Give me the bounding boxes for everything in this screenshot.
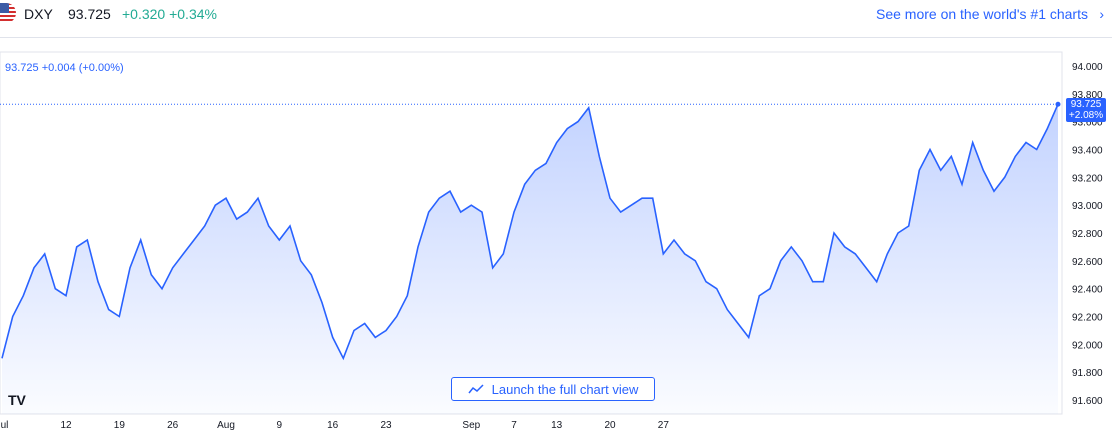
y-tick-label: 93.200	[1072, 173, 1103, 184]
y-tick-label: 94.000	[1072, 62, 1103, 73]
header-divider	[0, 37, 1112, 38]
chevron-right-icon[interactable]: ›	[1099, 6, 1104, 22]
symbol-name[interactable]: DXY	[24, 6, 53, 22]
x-tick-label: 13	[551, 420, 563, 431]
y-tick-label: 91.600	[1072, 396, 1103, 407]
chart-legend: 93.725 +0.004 (+0.00%)	[5, 62, 124, 74]
y-tick-label: 92.600	[1072, 257, 1103, 268]
x-tick-label: 16	[327, 420, 339, 431]
x-tick-label: 20	[604, 420, 616, 431]
x-tick-label: 12	[60, 420, 72, 431]
current-price-tag: 93.725 +2.08%	[1066, 98, 1106, 123]
symbol-change: +0.320 +0.34%	[122, 6, 217, 22]
x-tick-label: Sep	[462, 420, 480, 431]
x-tick-label: 26	[167, 420, 179, 431]
price-tag-value: 93.725	[1070, 99, 1102, 111]
y-tick-label: 92.400	[1072, 285, 1103, 296]
tradingview-logo: TV	[8, 392, 26, 408]
last-point-marker	[1055, 101, 1061, 107]
x-tick-label: Jul	[0, 420, 8, 431]
x-tick-label: 19	[114, 420, 126, 431]
symbol-header: DXY 93.725 +0.320 +0.34% See more on the…	[0, 0, 1112, 32]
launch-label: Launch the full chart view	[491, 381, 639, 397]
y-tick-label: 91.800	[1072, 368, 1103, 379]
chart-line-icon	[468, 384, 484, 394]
price-tag-pct: +2.08%	[1068, 110, 1104, 122]
y-tick-label: 93.400	[1072, 145, 1103, 156]
y-tick-label: 93.600	[1072, 118, 1103, 129]
see-more-link[interactable]: See more on the world's #1 charts	[875, 6, 1088, 22]
x-tick-label: 9	[277, 420, 283, 431]
x-tick-label: 23	[380, 420, 392, 431]
us-flag-icon	[0, 3, 16, 23]
x-tick-label: Aug	[217, 420, 235, 431]
y-tick-label: 93.800	[1072, 90, 1103, 101]
y-tick-label: 92.000	[1072, 340, 1103, 351]
y-tick-label: 92.200	[1072, 313, 1103, 324]
y-tick-label: 92.800	[1072, 229, 1103, 240]
series-line	[1, 103, 1059, 361]
launch-chart-button[interactable]: Launch the full chart view	[451, 377, 655, 401]
x-tick-label: 27	[658, 420, 670, 431]
series-area-fill	[2, 104, 1058, 414]
x-tick-label: 7	[511, 420, 517, 431]
y-tick-label: 93.000	[1072, 201, 1103, 212]
symbol-price: 93.725	[68, 6, 111, 22]
